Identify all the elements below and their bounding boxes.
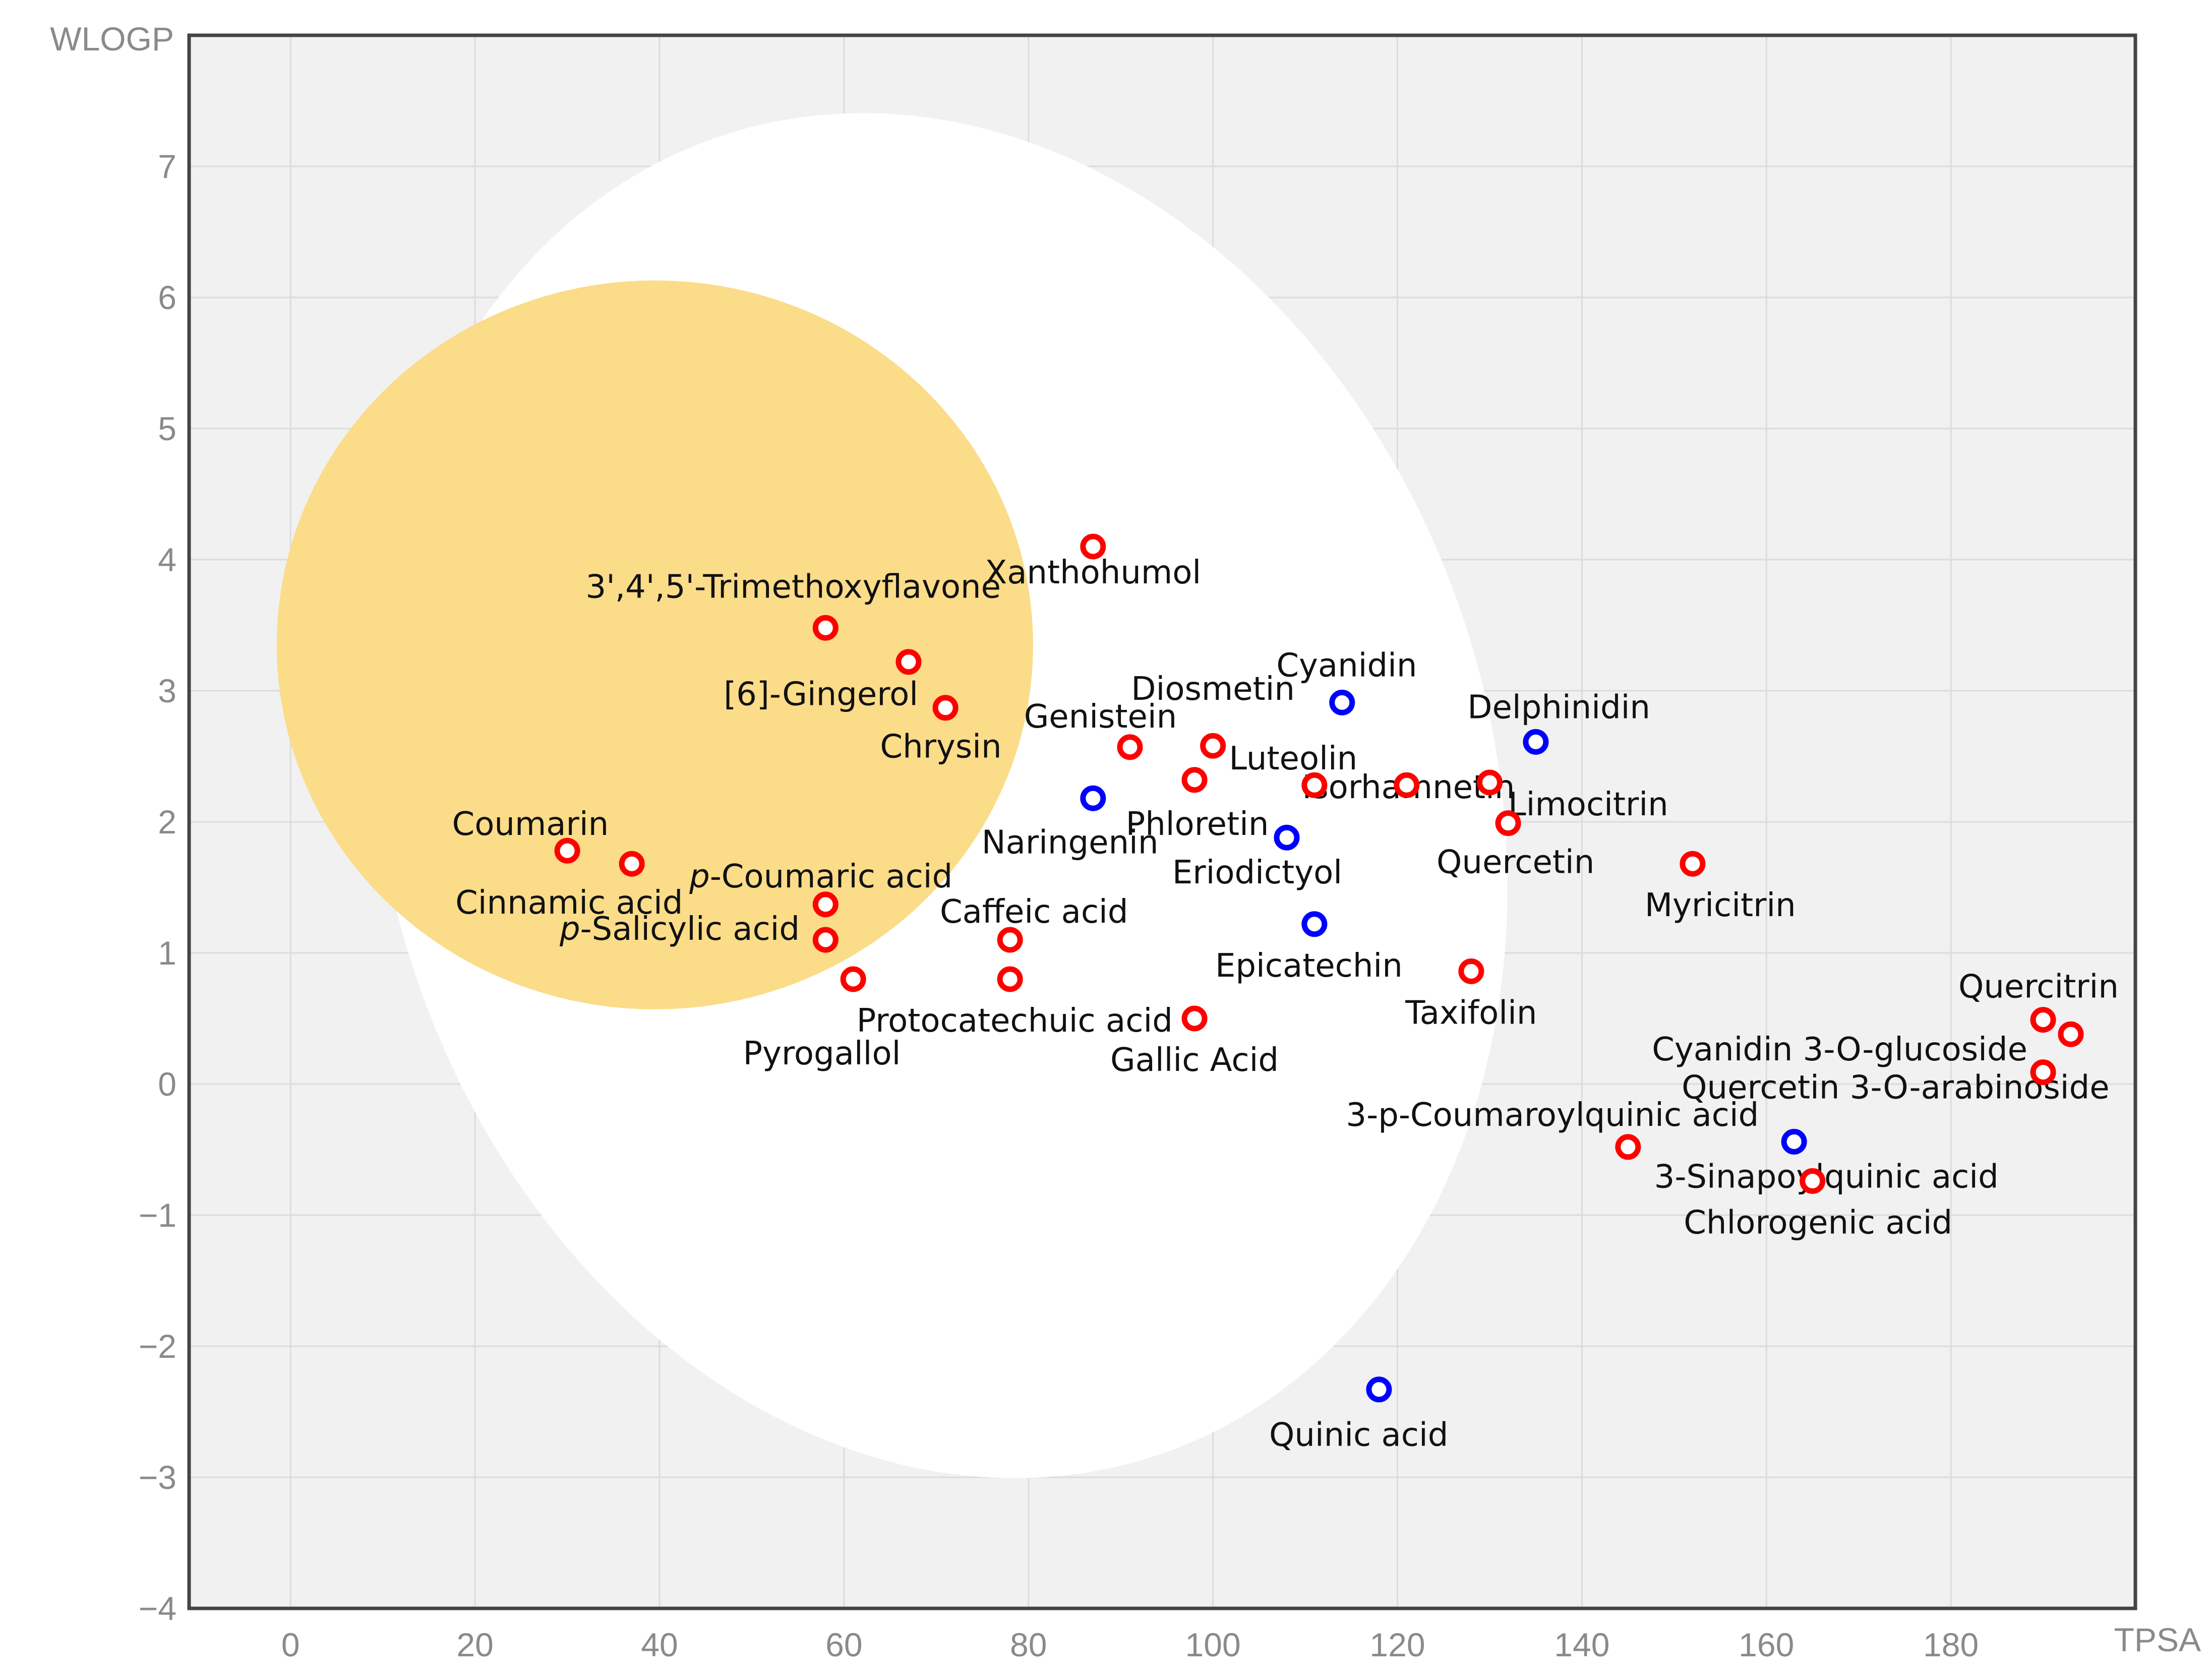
data-point <box>1200 733 1226 759</box>
data-point <box>1329 689 1355 715</box>
y-tick-label: 6 <box>158 279 176 316</box>
data-point <box>812 927 839 953</box>
data-point <box>840 966 866 992</box>
data-point <box>1680 851 1706 877</box>
x-tick-label: 160 <box>1739 1626 1794 1663</box>
x-tick-label: 120 <box>1369 1626 1425 1663</box>
data-label: Taxifolin <box>1405 994 1537 1032</box>
data-label: Diosmetin <box>1131 671 1295 708</box>
data-label: Protocatechuic acid <box>857 1002 1173 1040</box>
data-label: Delphinidin <box>1467 689 1650 727</box>
y-axis-title: WLOGP <box>50 20 174 57</box>
data-label: Quinic acid <box>1269 1417 1448 1454</box>
x-tick-label: 0 <box>281 1626 300 1663</box>
data-label: Quercitrin <box>1958 968 2119 1005</box>
data-label: Cyanidin <box>1276 647 1417 684</box>
y-tick-label: 5 <box>158 410 176 447</box>
y-tick-label: −4 <box>139 1590 176 1627</box>
data-label: Myricitrin <box>1645 887 1796 924</box>
x-tick-label: 40 <box>641 1626 678 1663</box>
plot-frame <box>187 33 2137 1610</box>
data-point <box>1080 785 1106 811</box>
data-point <box>1394 772 1420 798</box>
y-tick-label: 1 <box>158 934 176 972</box>
x-tick-label: 80 <box>1010 1626 1047 1663</box>
data-label: 3-Sinapoylquinic acid <box>1654 1158 1999 1195</box>
data-point <box>1476 769 1503 796</box>
y-tick-label: 4 <box>158 541 176 578</box>
data-point <box>1523 729 1549 755</box>
data-point <box>1181 767 1208 793</box>
data-label: Gallic Acid <box>1110 1042 1279 1079</box>
x-tick-label: 180 <box>1923 1626 1979 1663</box>
data-label: Phloretin <box>1126 806 1269 843</box>
data-point <box>1366 1376 1392 1403</box>
y-tick-label: −1 <box>139 1196 176 1234</box>
data-label: Cyanidin 3-O-glucoside <box>1652 1031 2027 1068</box>
data-point <box>2030 1059 2056 1086</box>
data-label: p-Salicylic acid <box>559 911 800 948</box>
data-label: Limocitrin <box>1508 786 1668 823</box>
y-tick-label: 2 <box>158 803 176 841</box>
data-point <box>997 966 1023 992</box>
egg-yolk-region <box>276 280 1033 1009</box>
data-label: Luteolin <box>1229 740 1357 777</box>
data-point <box>2058 1021 2084 1047</box>
data-point <box>812 615 839 641</box>
data-point <box>1080 533 1106 560</box>
data-label: 3',4',5'-Trimethoxyflavone <box>586 568 1001 606</box>
y-tick-label: 3 <box>158 672 176 709</box>
data-point <box>932 695 959 721</box>
data-point <box>2030 1007 2056 1033</box>
data-point <box>1615 1134 1641 1160</box>
data-point <box>1800 1168 1826 1194</box>
x-tick-label: 60 <box>825 1626 862 1663</box>
data-point <box>1781 1128 1807 1155</box>
data-point <box>1181 1005 1208 1032</box>
data-label: Pyrogallol <box>743 1035 901 1072</box>
x-axis-title: TPSA <box>2114 1621 2201 1658</box>
y-tick-label: −2 <box>139 1328 176 1365</box>
data-points <box>554 533 2084 1403</box>
data-label: p-Coumaric acid <box>689 858 952 895</box>
data-label: Caffeic acid <box>940 893 1128 931</box>
y-tick-label: 0 <box>158 1065 176 1103</box>
data-label: Quercetin <box>1437 844 1594 881</box>
data-label: 3-p-Coumaroylquinic acid <box>1346 1097 1759 1134</box>
egg-regions <box>276 113 1508 1478</box>
data-point <box>997 927 1023 953</box>
axis-ticks: 0 20 40 60 80 100 120 140 160 180 −4 −3 −2 −1 0 1 2 3 4 5 6 7 <box>139 148 1979 1663</box>
y-tick-label: 7 <box>158 148 176 185</box>
data-label: Coumarin <box>452 806 609 843</box>
data-point <box>1495 810 1521 836</box>
data-label: Xanthohumol <box>985 554 1201 591</box>
data-label: Genistein <box>1024 698 1177 736</box>
data-point <box>812 891 839 918</box>
y-tick-label: −3 <box>139 1459 176 1496</box>
data-label: Eriodictyol <box>1172 854 1342 891</box>
data-point <box>1117 734 1143 760</box>
x-tick-label: 20 <box>456 1626 493 1663</box>
data-point <box>554 837 580 864</box>
x-tick-label: 100 <box>1185 1626 1241 1663</box>
x-tick-label: 140 <box>1554 1626 1609 1663</box>
data-point <box>1274 824 1300 851</box>
data-label: Epicatechin <box>1215 947 1403 985</box>
data-point <box>895 649 922 675</box>
data-label: Chlorogenic acid <box>1684 1204 1952 1241</box>
data-label: Chrysin <box>880 729 1001 766</box>
data-point <box>619 851 645 877</box>
data-label: Naringenin <box>982 824 1159 861</box>
data-label: [6]-Gingerol <box>724 676 918 713</box>
data-point <box>1301 772 1328 798</box>
data-point <box>1458 958 1484 984</box>
data-label: Cinnamic acid <box>455 884 683 922</box>
data-point <box>1301 911 1328 937</box>
